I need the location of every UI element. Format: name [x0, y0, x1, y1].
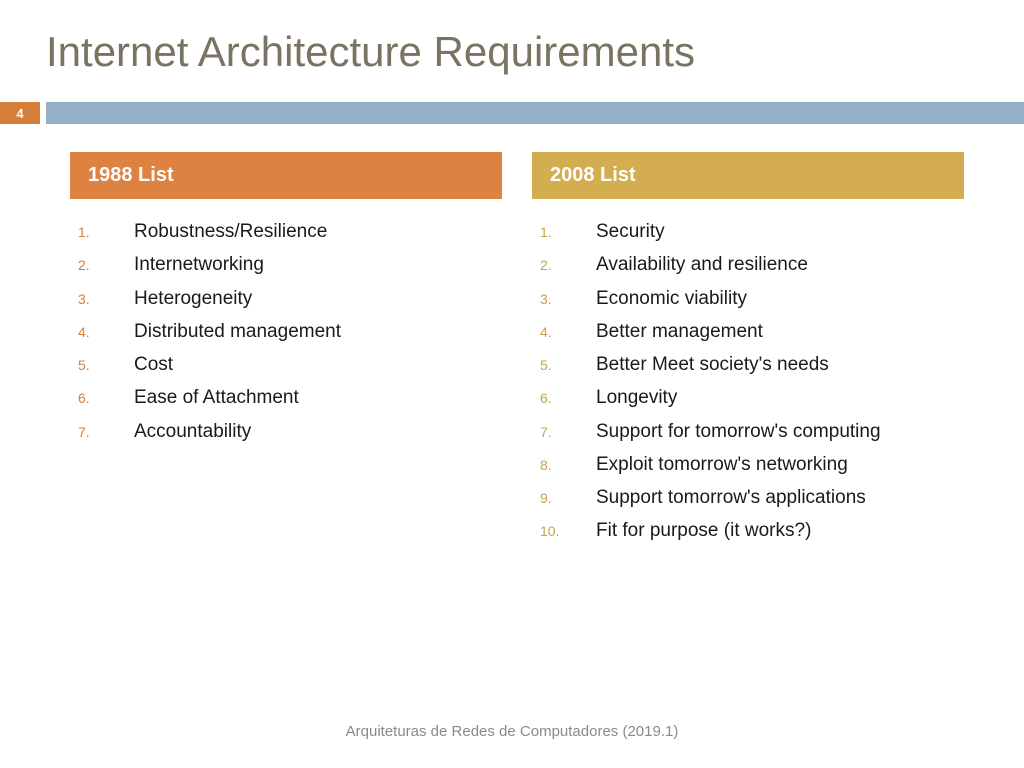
column-2008: 2008 List Security Availability and resi…: [532, 152, 964, 548]
list-2008: Security Availability and resilience Eco…: [532, 199, 964, 548]
list-item: Cost: [70, 348, 502, 381]
list-item: Support for tomorrow's computing: [532, 415, 964, 448]
list-item: Availability and resilience: [532, 248, 964, 281]
page-number: 4: [0, 102, 40, 124]
list-item: Robustness/Resilience: [70, 215, 502, 248]
column-header-1988: 1988 List: [70, 152, 502, 199]
list-item: Distributed management: [70, 315, 502, 348]
footer-text: Arquiteturas de Redes de Computadores (2…: [0, 723, 1024, 740]
list-item: Better Meet society's needs: [532, 348, 964, 381]
list-item: Exploit tomorrow's networking: [532, 448, 964, 481]
list-item: Security: [532, 215, 964, 248]
list-item: Support tomorrow's applications: [532, 481, 964, 514]
list-item: Better management: [532, 315, 964, 348]
list-item: Heterogeneity: [70, 282, 502, 315]
list-item: Internetworking: [70, 248, 502, 281]
list-item: Economic viability: [532, 282, 964, 315]
content-columns: 1988 List Robustness/Resilience Internet…: [0, 124, 1024, 548]
column-1988: 1988 List Robustness/Resilience Internet…: [70, 152, 502, 548]
list-item: Longevity: [532, 381, 964, 414]
divider-bar: [46, 102, 1024, 124]
column-header-2008: 2008 List: [532, 152, 964, 199]
list-item: Fit for purpose (it works?): [532, 514, 964, 547]
list-item: Accountability: [70, 415, 502, 448]
divider-row: 4: [0, 102, 1024, 124]
list-item: Ease of Attachment: [70, 381, 502, 414]
slide-title: Internet Architecture Requirements: [0, 0, 1024, 76]
list-1988: Robustness/Resilience Internetworking He…: [70, 199, 502, 448]
